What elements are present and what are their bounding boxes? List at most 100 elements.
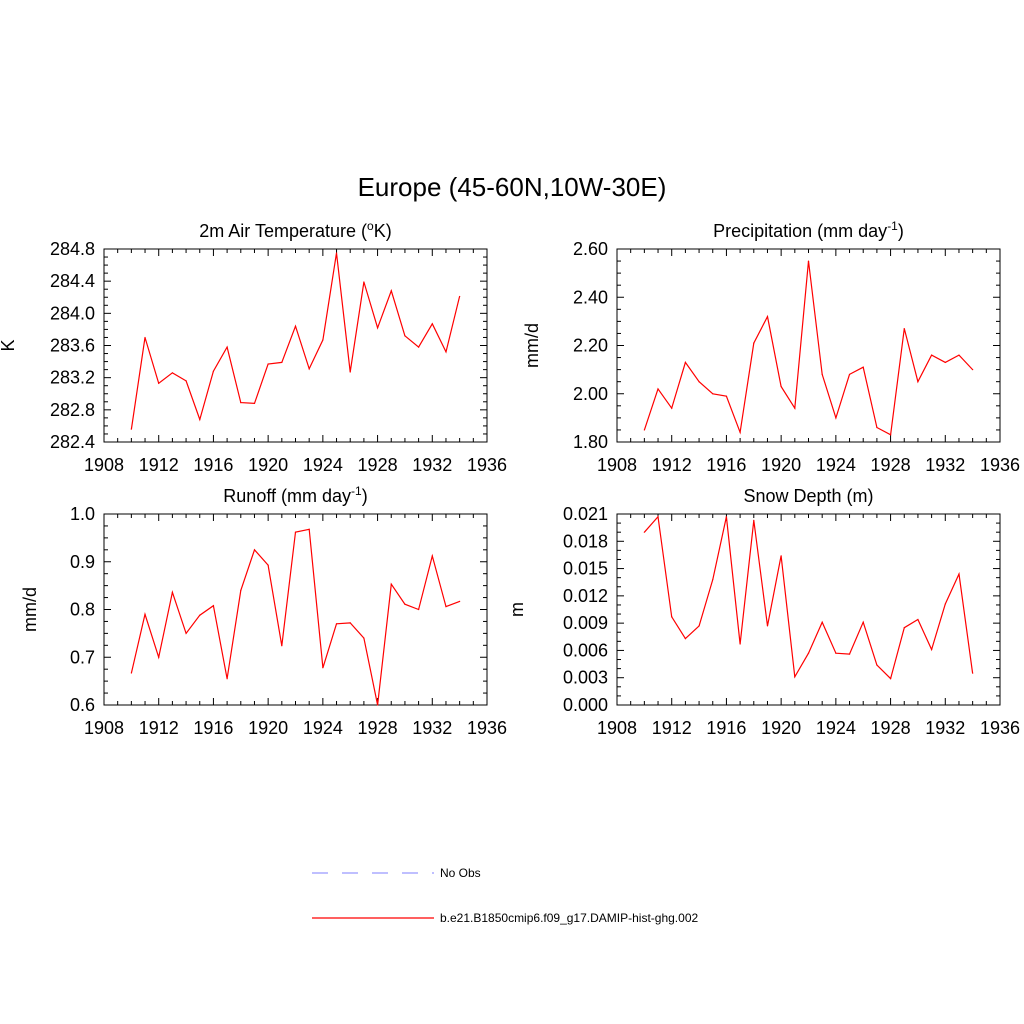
series-line (130, 252, 461, 430)
data-point (185, 632, 187, 634)
plot-frame (616, 513, 1001, 706)
data-point (889, 678, 892, 680)
data-point (725, 516, 728, 518)
data-point (418, 608, 420, 611)
y-tick-label: 0.021 (563, 504, 608, 524)
y-tick-label: 2.00 (573, 384, 608, 404)
data-point (643, 429, 645, 431)
x-tick-label: 1924 (303, 718, 343, 738)
data-point (294, 325, 297, 327)
data-point (130, 672, 132, 674)
y-tick-label: 1.80 (573, 432, 608, 452)
y-tick-label: 0.003 (563, 668, 608, 688)
data-point (671, 407, 673, 409)
panel-title-text: K) (374, 221, 392, 241)
data-point (267, 363, 269, 365)
x-tick-label: 1932 (412, 718, 452, 738)
data-point (158, 656, 160, 658)
data-point (445, 351, 447, 353)
data-point (780, 385, 782, 388)
x-tick-label: 1936 (467, 455, 507, 475)
data-point (794, 676, 796, 678)
x-tick-label: 1920 (248, 455, 288, 475)
data-point (253, 549, 256, 551)
x-tick-label: 1932 (925, 455, 965, 475)
x-tick-label: 1916 (193, 718, 233, 738)
plot-frame (103, 513, 488, 706)
data-point (158, 382, 160, 384)
x-tick-label: 1928 (358, 718, 398, 738)
data-point (308, 528, 310, 530)
data-point (267, 564, 269, 566)
data-point (212, 370, 215, 372)
y-tick-label: 2.60 (573, 239, 608, 259)
data-point (390, 290, 392, 292)
y-axis-label: mm/d (522, 323, 542, 368)
data-point (144, 336, 146, 339)
panel-title: Runoff (mm day-1) (223, 484, 367, 506)
data-point (766, 625, 769, 627)
y-tick-label: 0.7 (70, 647, 95, 667)
data-point (431, 555, 433, 557)
y-tick-label: 0.9 (70, 552, 95, 572)
x-tick-label: 1908 (597, 455, 637, 475)
data-point (725, 395, 728, 397)
x-tick-label: 1924 (816, 718, 856, 738)
y-tick-label: 1.0 (70, 504, 95, 524)
x-tick-label: 1924 (816, 455, 856, 475)
data-point (185, 380, 187, 382)
data-point (335, 623, 338, 625)
x-tick-label: 1912 (139, 718, 179, 738)
data-point (780, 555, 782, 557)
data-point (322, 339, 324, 341)
plot-frame (103, 248, 488, 443)
data-point (903, 328, 905, 330)
data-point (226, 678, 228, 680)
data-point (199, 614, 201, 616)
data-point (807, 260, 810, 262)
x-tick-label: 1928 (871, 455, 911, 475)
x-tick-label: 1916 (193, 455, 233, 475)
x-tick-label: 1912 (139, 455, 179, 475)
data-point (917, 618, 919, 621)
series-line (130, 528, 460, 706)
x-tick-label: 1932 (412, 455, 452, 475)
data-point (848, 653, 851, 655)
data-point (294, 531, 297, 533)
x-tick-label: 1920 (248, 718, 288, 738)
data-point (958, 354, 960, 356)
data-point (944, 603, 946, 605)
data-point (931, 354, 933, 356)
panel-title-text: 2m Air Temperature ( (199, 221, 367, 241)
data-point (431, 323, 433, 325)
data-point (144, 613, 146, 615)
data-point (835, 652, 837, 654)
panels-group: 2m Air Temperature (oK) K 1908 1912 1916 1920… (0, 219, 1020, 738)
data-point (876, 664, 878, 666)
legend-label-1: No Obs (440, 866, 481, 880)
legend-label-2: b.e21.B1850cmip6.f09_g17.DAMIP-hist-ghg.… (440, 911, 698, 925)
data-point (171, 591, 173, 593)
data-point (130, 428, 132, 430)
chart-panel-3: Runoff (mm day-1) mm/d 1908 1912 1916 1920 192… (20, 484, 507, 738)
series-line (643, 261, 974, 436)
data-point (171, 372, 173, 374)
data-point (643, 531, 645, 533)
data-point (766, 315, 769, 318)
data-point (281, 645, 283, 647)
panel-title-superscript: o (367, 219, 374, 233)
panel-title-superscript: -1 (887, 219, 898, 233)
x-tick-label: 1932 (925, 718, 965, 738)
data-point (972, 369, 974, 371)
data-point (903, 627, 905, 629)
data-point (917, 381, 919, 383)
y-tick-label: 0.018 (563, 531, 608, 551)
data-point (712, 578, 714, 581)
x-tick-label: 1912 (652, 718, 692, 738)
y-tick-label: 284.8 (50, 239, 95, 259)
data-point (363, 637, 365, 639)
data-point (240, 589, 242, 592)
panel-title: Precipitation (mm day-1) (713, 219, 904, 241)
y-tick-label: 0.006 (563, 640, 608, 660)
data-point (753, 342, 755, 344)
